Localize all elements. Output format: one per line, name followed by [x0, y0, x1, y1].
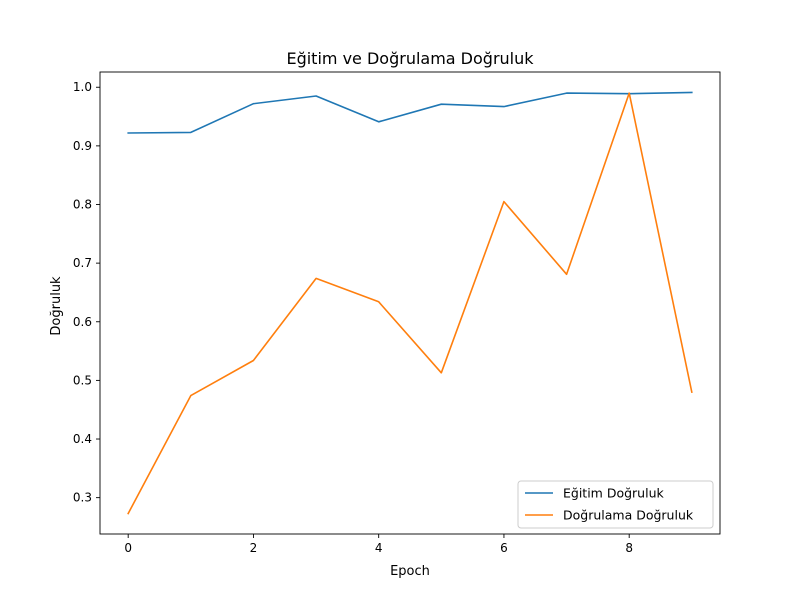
x-tick-label: 4	[375, 541, 383, 555]
chart-title: Eğitim ve Doğrulama Doğruluk	[286, 49, 534, 68]
y-tick-label: 0.7	[73, 256, 92, 270]
x-tick-label: 8	[625, 541, 633, 555]
y-tick-label: 0.4	[73, 432, 92, 446]
y-tick-label: 1.0	[73, 80, 92, 94]
y-tick-label: 0.3	[73, 491, 92, 505]
y-tick-label: 0.8	[73, 198, 92, 212]
legend-label-2: Doğrulama Doğruluk	[563, 508, 694, 523]
series-line-2	[127, 92, 693, 515]
legend-label-1: Eğitim Doğruluk	[563, 486, 664, 501]
y-tick-label: 0.6	[73, 315, 92, 329]
y-tick-label: 0.9	[73, 139, 92, 153]
plot-area: 0 2 4 6 8 0.3 0.4 0.5 0.6 0.7 0.8 0.9 1.0 Eğitim Doğr…	[73, 71, 721, 555]
x-tick-label: 0	[124, 541, 132, 555]
y-tick-label: 0.5	[73, 373, 92, 387]
legend-box	[517, 480, 714, 529]
x-tick-label: 2	[250, 541, 258, 555]
axes-frame	[99, 71, 721, 535]
series-line-1	[127, 91, 693, 134]
y-axis-label: Doğruluk	[49, 276, 64, 336]
x-tick-label: 6	[500, 541, 508, 555]
x-axis-label: Epoch	[390, 564, 430, 579]
